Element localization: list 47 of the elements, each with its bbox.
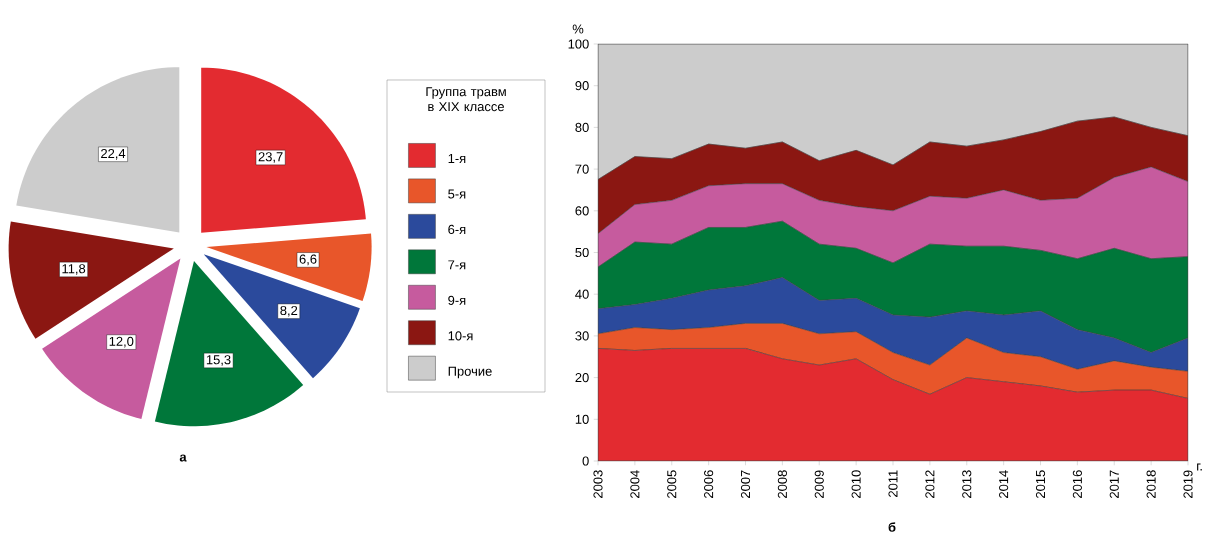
x-tick-label: 2013 <box>962 470 972 498</box>
text: а <box>179 454 187 462</box>
y-tick-label: 10 <box>575 414 589 424</box>
x-tick-label: 2017 <box>1109 470 1119 498</box>
data-label: 6,6 <box>299 254 317 266</box>
legend-label: 5-я <box>448 189 466 199</box>
x-tick-label: 2007 <box>740 470 751 498</box>
legend-title: Группа травм в XIX классе <box>426 87 506 112</box>
x-tick-label: 2018 <box>1146 470 1156 498</box>
x-tick-label: 2008 <box>777 470 787 498</box>
y-tick-label: 50 <box>575 247 589 258</box>
legend-label: 10-я <box>448 331 473 341</box>
data-label: 15,3 <box>206 355 231 366</box>
y-axis-title: % <box>572 24 584 34</box>
x-tick-label: 2009 <box>814 470 824 498</box>
text: б <box>888 522 896 532</box>
legend-label: 9-я <box>448 295 466 305</box>
y-tick-label: 20 <box>575 373 589 383</box>
x-axis-title: г. <box>1197 463 1202 471</box>
x-tick-label: 2003 <box>593 470 603 498</box>
data-label: 12,0 <box>109 336 134 348</box>
x-tick-label: 2011 <box>888 470 898 497</box>
y-tick-label: 0 <box>582 456 589 466</box>
x-tick-label: 2015 <box>1035 470 1046 498</box>
x-tick-label: 2014 <box>999 470 1009 498</box>
data-label: 8,2 <box>280 305 298 317</box>
data-label: 23,7 <box>258 152 283 163</box>
data-label: 11,8 <box>62 264 86 275</box>
x-tick-label: 2010 <box>851 470 861 498</box>
y-tick-label: 40 <box>575 289 589 299</box>
x-tick-label: 2012 <box>925 470 935 498</box>
x-tick-label: 2004 <box>630 470 640 498</box>
y-tick-label: 60 <box>575 206 589 216</box>
y-tick-label: 30 <box>575 331 589 341</box>
data-label: 22,4 <box>101 148 126 160</box>
x-tick-label: 2016 <box>1072 470 1082 498</box>
legend-label: 7-я <box>448 260 466 270</box>
legend-label: 1-я <box>448 154 466 163</box>
x-tick-label: 2019 <box>1183 470 1193 498</box>
legend-label: 6-я <box>448 224 466 235</box>
y-tick-label: 70 <box>575 164 589 174</box>
legend-label: Прочие <box>448 366 492 379</box>
y-tick-label: 100 <box>568 39 589 49</box>
x-tick-label: 2006 <box>704 470 714 498</box>
x-tick-label: 2005 <box>667 470 677 498</box>
y-tick-label: 80 <box>575 122 589 132</box>
y-tick-label: 90 <box>575 81 589 91</box>
